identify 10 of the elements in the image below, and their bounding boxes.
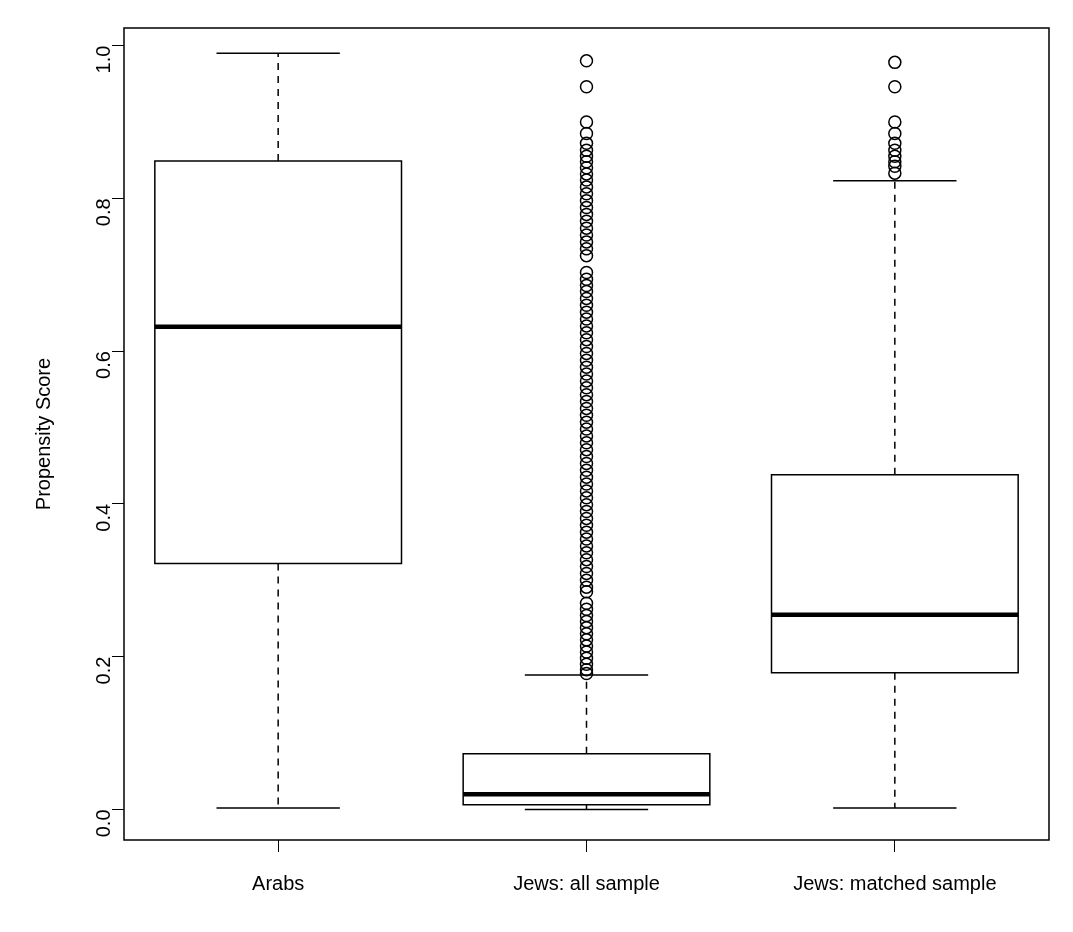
y-tick-label: 0.6 [91,351,114,379]
y-axis-title: Propensity Score [31,357,54,511]
x-tick-label: Arabs [252,871,305,894]
y-tick-label: 0.0 [91,809,114,838]
x-tick-label: Jews: matched sample [793,871,997,894]
x-tick-label: Jews: all sample [513,871,660,894]
y-tick-label: 1.0 [91,45,114,74]
y-tick-label: 0.2 [91,656,114,685]
y-tick-label: 0.8 [91,198,114,227]
y-tick-label: 0.4 [91,503,114,532]
